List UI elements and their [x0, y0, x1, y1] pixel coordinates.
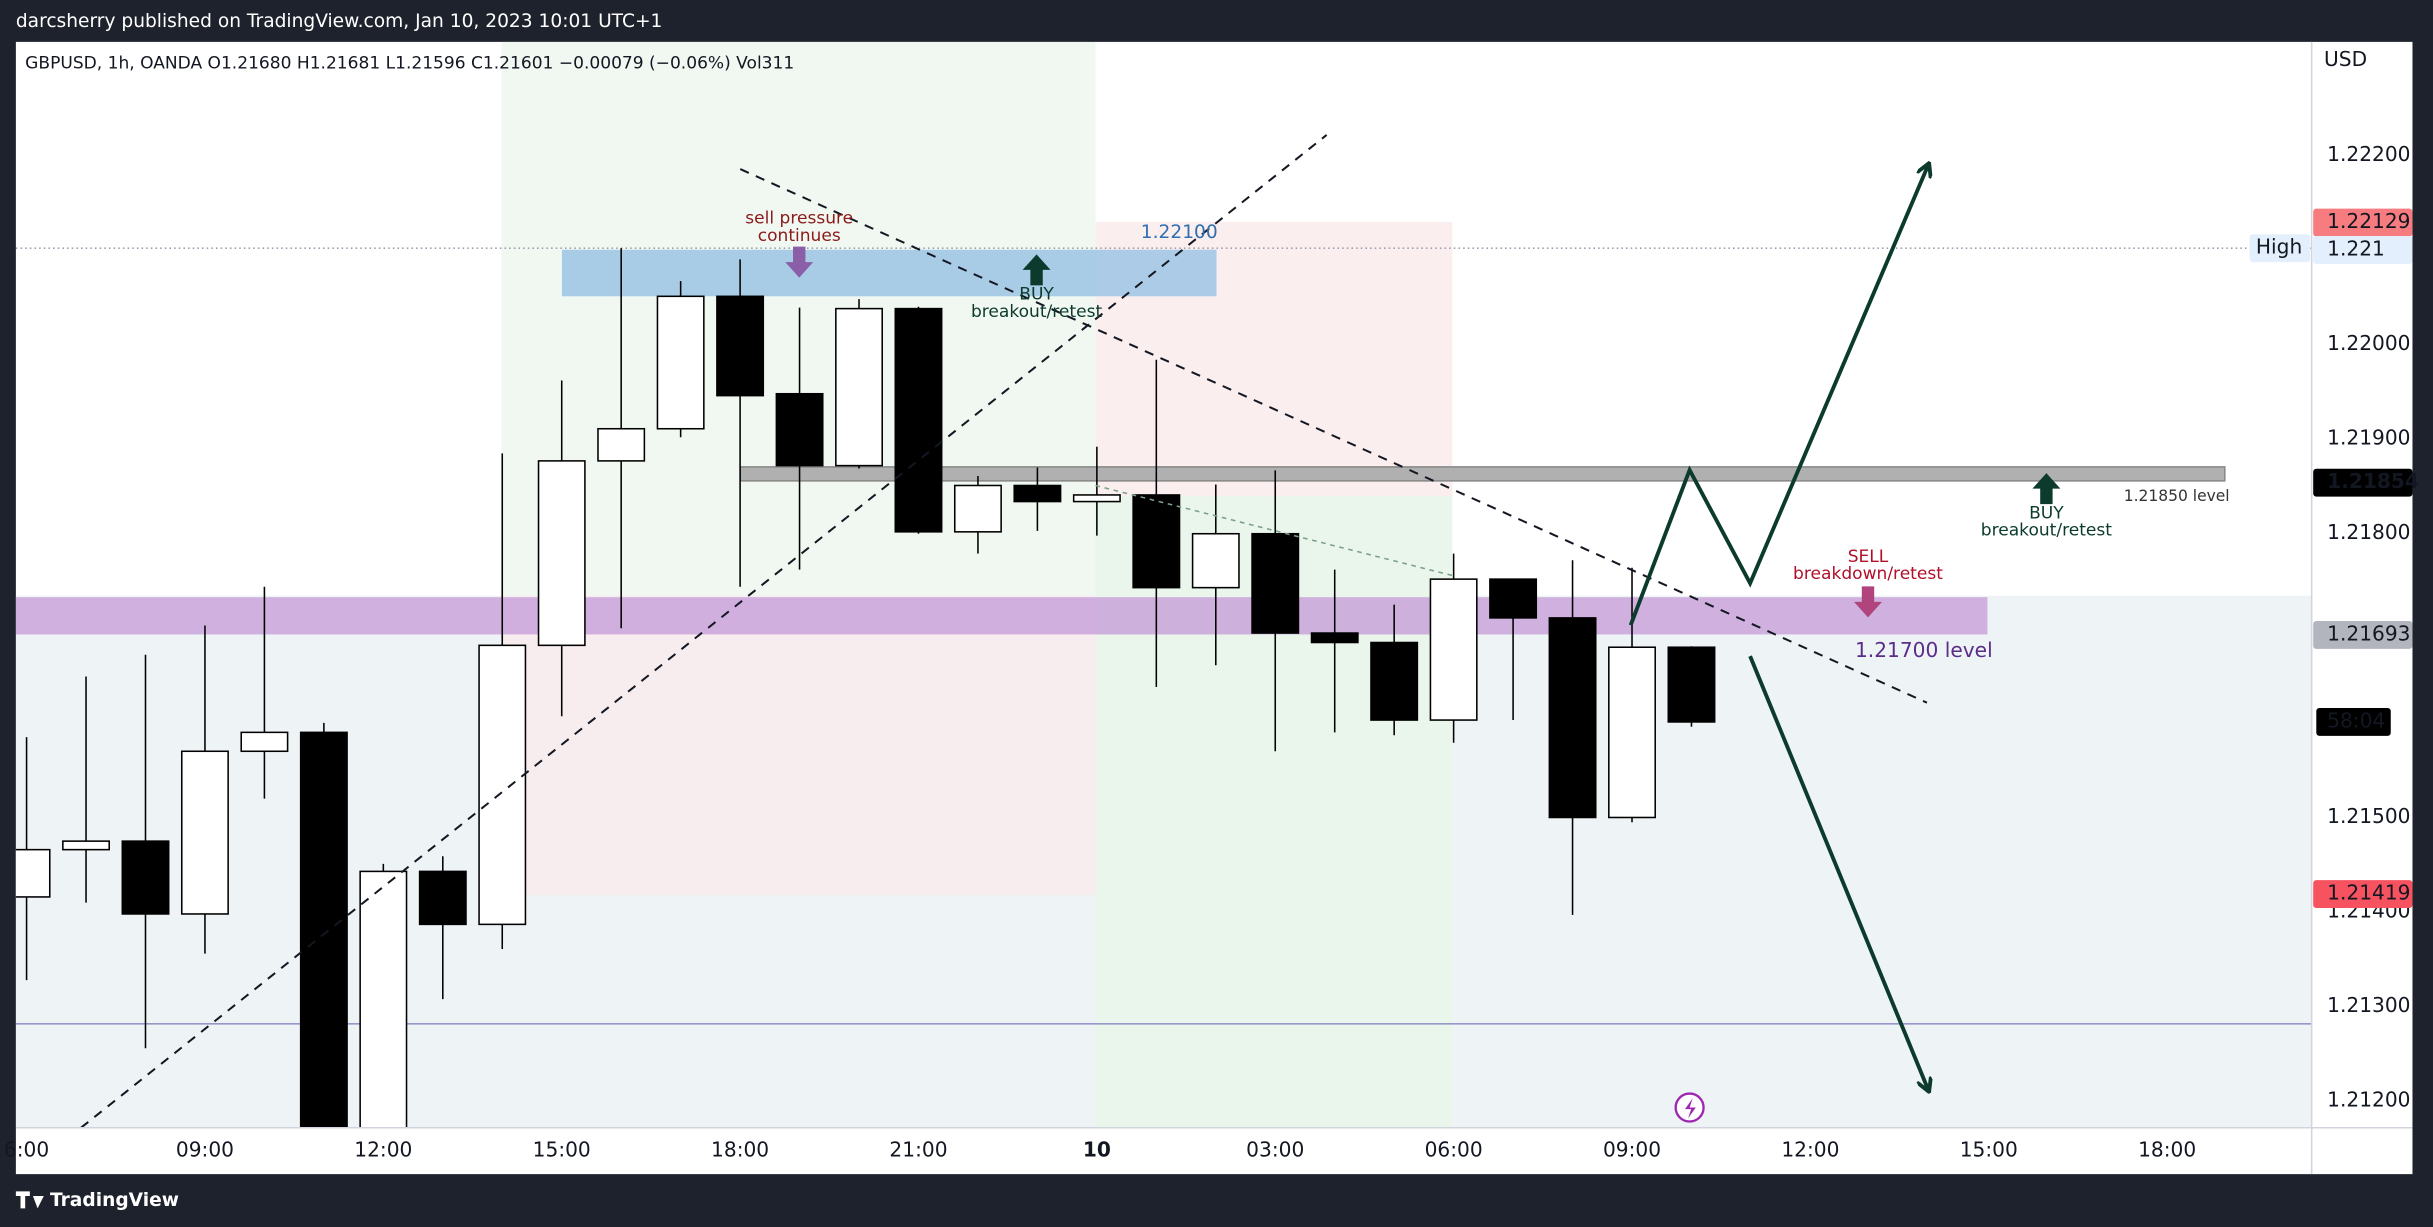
stop-zone: [501, 595, 1096, 896]
price-tag: [2313, 620, 2413, 649]
x-tick-label: 15:00: [533, 1137, 591, 1161]
annotation: breakdown/retest: [1793, 564, 1943, 584]
candle-body: [1310, 632, 1359, 644]
candle-body: [656, 295, 705, 430]
candle-body: [1608, 646, 1656, 819]
candle-body: [1013, 484, 1062, 503]
annotation: 1.21700 level: [1855, 638, 1993, 662]
candle-body: [1667, 646, 1716, 723]
price-tag-label: 1.21419: [2327, 881, 2410, 905]
candle-body: [478, 644, 527, 926]
candle-body: [1191, 532, 1240, 589]
x-tick-label: 06:00: [1425, 1137, 1483, 1161]
candle-body: [597, 427, 646, 462]
axes: 1.22200 1.22000 1.21900 1.21800 1.21500 1.214…: [4, 142, 2419, 1162]
x-tick-label: 12:00: [354, 1137, 412, 1161]
y-tick-label: 1.21800: [2327, 520, 2410, 544]
candle-body: [418, 870, 467, 926]
up-arrow: [1022, 254, 1051, 286]
logo: [15, 1191, 44, 1209]
price-tag: [2313, 468, 2413, 497]
countdown: 58:04: [2327, 708, 2385, 732]
x-tick-label: 09:00: [176, 1137, 234, 1161]
annotation: BUY: [2029, 503, 2064, 523]
price-tag: [2313, 880, 2413, 909]
candle-body: [180, 750, 229, 915]
price-tag: [2313, 236, 2413, 264]
candle-body: [1429, 578, 1478, 721]
y-tick-label: 1.22200: [2327, 142, 2410, 166]
candle-body: [359, 870, 408, 1128]
x-tick-label: 03:00: [1246, 1137, 1304, 1161]
x-tick-label: 15:00: [1960, 1137, 2018, 1161]
event-icon-bolt: [1684, 1098, 1696, 1119]
candle-body: [15, 848, 51, 898]
price-tag-label: 1.221: [2327, 236, 2385, 260]
down-arrow: [1854, 586, 1882, 618]
annotation: breakout/retest: [971, 302, 1102, 322]
y-tick-label: 1.21900: [2327, 426, 2410, 450]
currency: USD: [2324, 47, 2367, 71]
footer: TradingView: [50, 1190, 179, 1211]
price-tag-label: 1.22129: [2327, 209, 2410, 233]
candle-body: [894, 307, 943, 533]
x-tick-label: 18:00: [2138, 1137, 2196, 1161]
header: darcsherry published on TradingView.com,…: [16, 11, 663, 32]
y-tick-label: 1.21300: [2327, 993, 2410, 1017]
candle-body: [716, 295, 765, 397]
scenario-down: [1748, 655, 1928, 1090]
candle-body: [1370, 641, 1419, 721]
x-tick-label: 18:00: [711, 1137, 769, 1161]
y-tick-label: 1.21500: [2327, 804, 2410, 828]
price-tag-label: 1.21854: [2327, 469, 2419, 493]
candle-body: [953, 484, 1002, 533]
level-zone: [739, 466, 2226, 482]
candle-body: [1132, 494, 1181, 589]
candle-body: [775, 392, 824, 467]
overlay: [80, 134, 2061, 1128]
level-zone: [15, 597, 1988, 635]
y-tick-label: 1.21200: [2327, 1088, 2410, 1112]
candles: [15, 248, 1716, 1128]
price-tag-label: 1.21693: [2327, 621, 2410, 645]
annotation: SELL: [1848, 547, 1889, 567]
annotation: 1.22100: [1141, 222, 1218, 243]
annotation: BUY: [1019, 285, 1054, 305]
x-tick-label: 09:00: [1603, 1137, 1661, 1161]
candle-body: [537, 460, 586, 647]
x-tick-label: 6:00: [4, 1137, 49, 1161]
candle-body: [1489, 578, 1538, 619]
annotation: 1.21850 level: [2124, 487, 2230, 505]
scenario-up: [1628, 164, 1929, 626]
x-tick-label: 21:00: [889, 1137, 947, 1161]
candle-body: [299, 731, 348, 1128]
buy-zone: [561, 249, 1217, 297]
candle-body: [62, 840, 110, 851]
high-tag-label: High: [2256, 235, 2302, 259]
candle-body: [121, 840, 170, 915]
annotation: breakout/retest: [1981, 521, 2112, 541]
x-tick-label: 12:00: [1781, 1137, 1839, 1161]
candle-body: [240, 731, 289, 753]
candle-body: [1072, 494, 1121, 503]
y-tick-label: 1.22000: [2327, 331, 2410, 355]
candle-body: [835, 307, 883, 467]
candle-body: [1251, 532, 1300, 634]
countdown-tag: [2316, 707, 2391, 736]
drawings: [15, 41, 2312, 1128]
footer-bar: [0, 1174, 2433, 1227]
candle-body: [1548, 617, 1597, 819]
annotation: sell pressure: [745, 209, 853, 229]
annotation: continues: [758, 226, 841, 246]
price-tag: [2313, 208, 2413, 237]
x-tick-label: 10: [1083, 1137, 1111, 1161]
high-tag: [2249, 234, 2311, 263]
trend-line: [739, 168, 1928, 704]
legend: GBPUSD, 1h, OANDA O1.21680 H1.21681 L1.2…: [25, 54, 794, 74]
down-arrow: [785, 246, 814, 278]
up-arrow: [2032, 473, 2061, 505]
